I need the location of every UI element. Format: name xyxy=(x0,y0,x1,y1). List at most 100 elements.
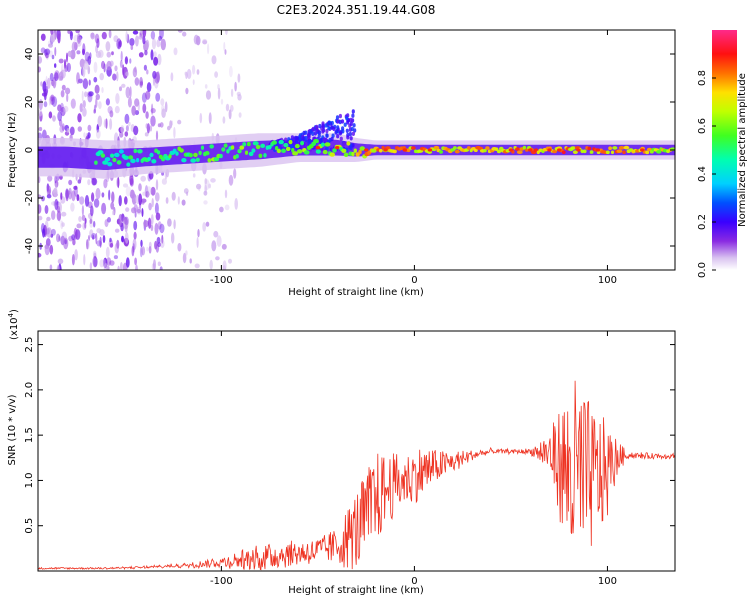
track-branch-blob xyxy=(311,126,315,132)
track-core-blob xyxy=(292,151,299,156)
noise-speck xyxy=(109,237,112,243)
noise-speck xyxy=(131,245,135,257)
noise-speck xyxy=(88,91,94,97)
track-core-blob xyxy=(353,148,357,153)
noise-speck xyxy=(69,126,75,136)
noise-speck xyxy=(136,206,142,215)
track-branch-blob xyxy=(339,136,343,141)
noise-speck xyxy=(74,185,78,197)
noise-speck xyxy=(160,98,165,106)
noise-speck xyxy=(150,108,156,114)
noise-speck xyxy=(93,198,100,208)
noise-speck xyxy=(133,125,139,136)
noise-speck xyxy=(208,183,212,189)
noise-speck xyxy=(104,219,109,228)
noise-speck xyxy=(192,64,196,75)
noise-speck xyxy=(132,67,138,78)
noise-speck xyxy=(196,237,199,248)
track-core-blob xyxy=(616,149,623,153)
noise-speck xyxy=(154,222,159,235)
track-branch-blob xyxy=(349,121,353,127)
noise-speck xyxy=(159,223,165,234)
noise-speck xyxy=(196,69,200,75)
noise-speck xyxy=(46,185,52,196)
y-tick-label: 2.5 xyxy=(24,337,35,353)
noise-speck xyxy=(185,250,188,256)
noise-speck xyxy=(82,78,89,90)
track-branch-blob xyxy=(346,135,350,140)
noise-speck xyxy=(58,235,61,242)
snr-x-label: Height of straight line (km) xyxy=(288,585,424,596)
y-tick-label: 0 xyxy=(24,147,35,153)
y-tick-label: 20 xyxy=(24,96,35,109)
noise-speck xyxy=(171,232,175,244)
noise-speck xyxy=(91,192,95,202)
noise-speck xyxy=(38,176,41,184)
noise-speck xyxy=(57,258,64,265)
spectrogram-track xyxy=(38,109,675,179)
noise-speck xyxy=(38,215,43,221)
figure-title: C2E3.2024.351.19.44.G08 xyxy=(277,3,436,17)
noise-speck xyxy=(124,196,128,205)
noise-speck xyxy=(45,85,49,95)
noise-speck xyxy=(130,45,134,50)
noise-speck xyxy=(41,195,45,202)
noise-speck xyxy=(195,35,201,46)
noise-speck xyxy=(194,263,200,269)
noise-speck xyxy=(229,65,233,78)
noise-speck xyxy=(93,104,97,114)
track-core-blob xyxy=(645,150,650,155)
noise-speck xyxy=(73,185,78,190)
track-core-blob xyxy=(126,162,131,167)
track-branch-blob xyxy=(325,133,329,138)
noise-speck xyxy=(160,38,166,51)
track-core-blob xyxy=(612,146,618,150)
noise-speck xyxy=(125,86,131,99)
noise-speck xyxy=(225,30,228,35)
x-tick-label: 0 xyxy=(411,275,417,286)
noise-speck xyxy=(125,186,132,197)
noise-speck xyxy=(66,93,69,102)
track-core-blob xyxy=(255,144,261,150)
track-core-blob xyxy=(295,143,300,149)
noise-speck xyxy=(151,198,154,208)
noise-speck xyxy=(120,50,123,62)
track-core-blob xyxy=(198,150,202,156)
noise-speck xyxy=(84,195,90,207)
noise-speck xyxy=(164,171,168,180)
y-tick-label: 1.5 xyxy=(24,427,35,443)
noise-speck xyxy=(224,189,228,199)
noise-speck xyxy=(124,223,128,233)
noise-speck xyxy=(38,126,43,132)
track-core-blob xyxy=(410,146,416,150)
snr-panel: -100 0 100 0.5 1.0 1.5 2.0 2.5 Height of strai… xyxy=(7,309,676,596)
noise-speck xyxy=(54,72,59,82)
track-core-blob xyxy=(267,145,272,150)
track-core-blob xyxy=(589,150,594,154)
noise-speck xyxy=(101,192,105,198)
noise-speck xyxy=(103,263,108,270)
noise-speck xyxy=(114,228,120,233)
noise-speck xyxy=(171,191,176,201)
spectrogram-y-label: Frequency (Hz) xyxy=(7,112,18,188)
track-core-blob xyxy=(341,148,347,153)
noise-speck xyxy=(152,70,157,79)
noise-speck xyxy=(61,211,67,217)
noise-speck xyxy=(125,71,129,77)
noise-speck xyxy=(148,241,152,249)
track-branch-blob xyxy=(345,128,349,133)
track-branch-blob xyxy=(284,137,288,142)
noise-speck xyxy=(153,259,156,270)
track-core-blob xyxy=(226,149,230,154)
track-core-blob xyxy=(147,156,151,162)
noise-speck xyxy=(142,191,147,196)
noise-speck xyxy=(204,179,210,191)
noise-speck xyxy=(156,236,161,244)
track-core-blob xyxy=(193,152,198,158)
colorbar-tick-label: 0.6 xyxy=(697,118,708,134)
track-core-blob xyxy=(258,153,263,158)
noise-speck xyxy=(60,90,65,98)
track-branch-blob xyxy=(315,127,319,133)
noise-speck xyxy=(140,175,146,182)
